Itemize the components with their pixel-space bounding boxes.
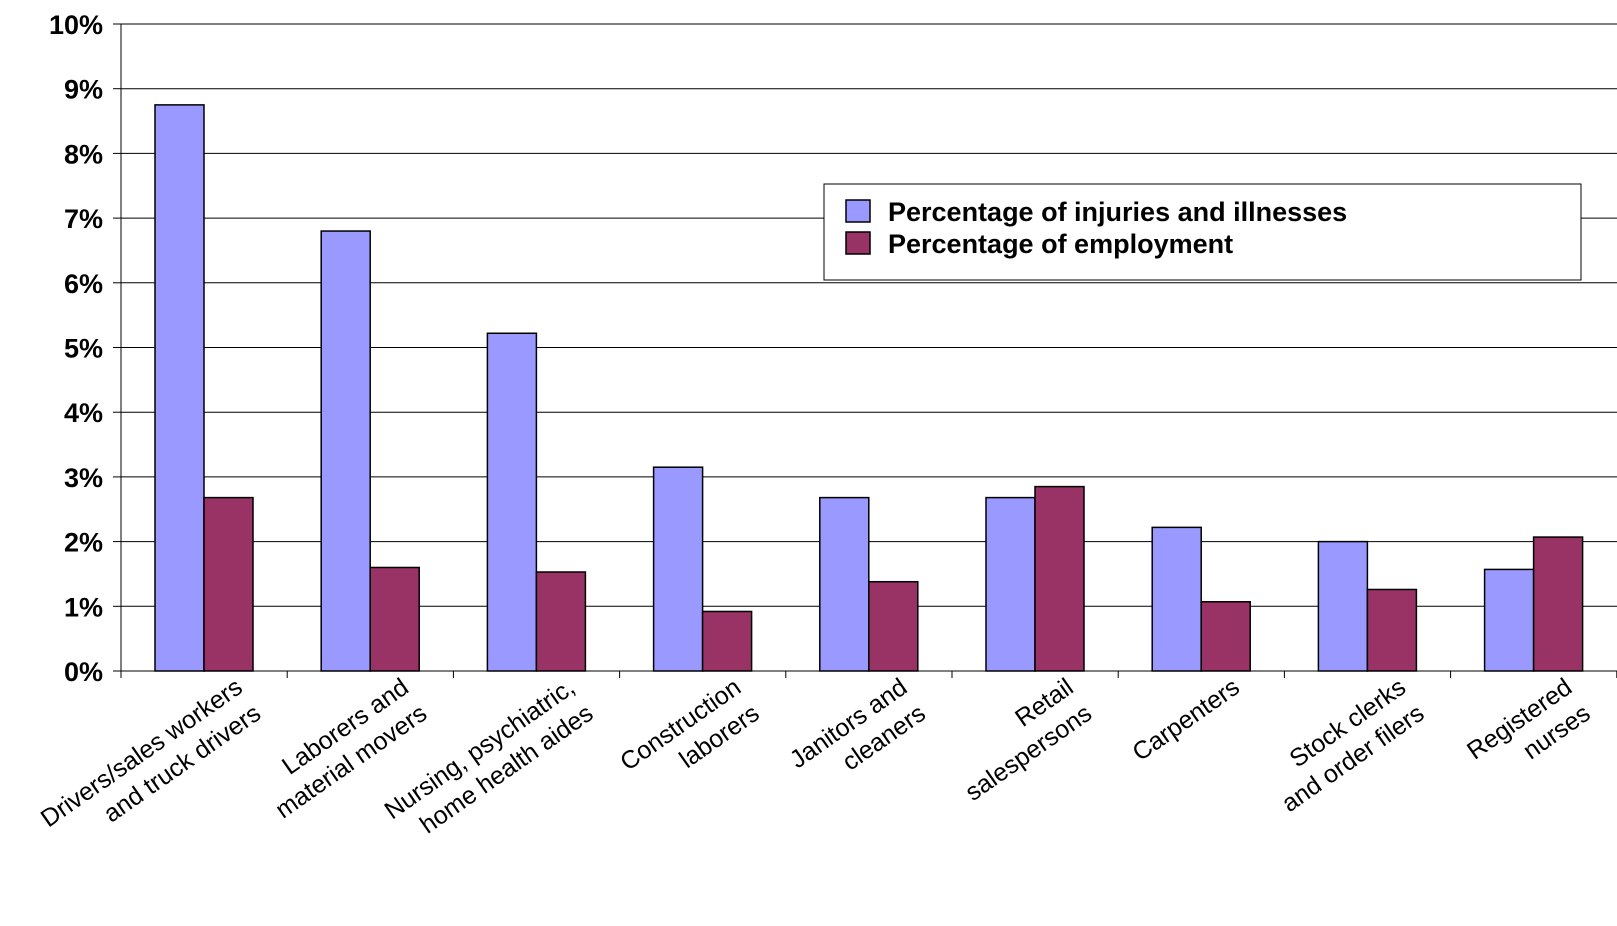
x-category-label-line: Carpenters [1127, 673, 1244, 767]
bar-injuries [985, 496, 1036, 672]
bar-employment [1366, 588, 1418, 672]
y-tick-label: 0% [64, 657, 103, 687]
y-tick-label: 10% [49, 10, 103, 40]
bar-employment [203, 496, 254, 672]
bar-injuries [486, 332, 538, 672]
y-tick-label: 5% [64, 334, 103, 364]
y-axis-tick-labels: 0% 1% 2% 3% 4% 5% 6% 7% 8% 9% 10% [49, 10, 103, 687]
legend-swatch [845, 199, 871, 223]
bar-injuries [652, 466, 704, 672]
bar-injuries [154, 104, 205, 672]
bar-employment [1034, 485, 1085, 672]
y-tick-label: 4% [64, 398, 103, 428]
x-category-label: Carpenters [1127, 673, 1244, 767]
bar-employment [369, 566, 420, 672]
x-category-label: Registerednurses [1462, 673, 1595, 791]
x-category-label: Nursing, psychiatric,home health aides [380, 673, 599, 851]
x-category-label: Janitors andcleaners [785, 673, 931, 800]
legend-swatch [845, 231, 871, 255]
legend-label: Percentage of employment [888, 229, 1233, 259]
y-tick-label: 9% [64, 75, 103, 105]
x-category-label: Constructionlaborers [615, 673, 764, 803]
bar-injuries [1483, 568, 1535, 672]
axes [113, 23, 1617, 678]
x-category-label: Stock clerksand order filers [1258, 673, 1429, 818]
legend: Percentage of injuries and illnessesPerc… [823, 183, 1582, 281]
x-axis-category-labels: Drivers/sales workersand truck drivers La… [36, 673, 1596, 859]
legend-label: Percentage of injuries and illnesses [888, 197, 1347, 227]
legend-box [823, 183, 1582, 281]
y-tick-label: 3% [64, 463, 103, 493]
bar-injuries [1317, 540, 1369, 672]
bar-injuries [320, 230, 371, 672]
y-tick-label: 2% [64, 528, 103, 558]
bar-injuries [819, 496, 870, 672]
y-tick-label: 7% [64, 204, 103, 234]
bar-injuries [1151, 526, 1202, 672]
x-category-label: Retailsalespersons [942, 673, 1097, 807]
bar-employment [1200, 601, 1251, 672]
y-tick-label: 6% [64, 269, 103, 299]
y-tick-label: 8% [64, 139, 103, 169]
x-category-label: Drivers/sales workersand truck drivers [36, 673, 266, 859]
bar-employment [535, 571, 587, 672]
bar-employment [868, 580, 919, 672]
bar-employment [1532, 536, 1584, 672]
bar-employment [701, 610, 753, 672]
y-tick-label: 1% [64, 592, 103, 622]
